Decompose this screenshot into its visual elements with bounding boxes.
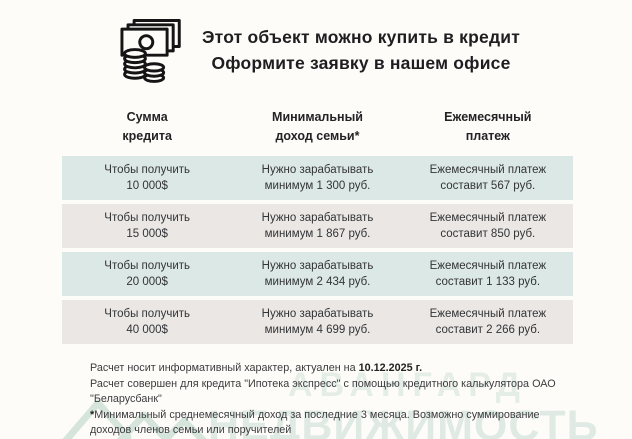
credit-amount-cell: Чтобы получить 20 000$	[104, 260, 191, 288]
table-row: Чтобы получить 20 000$ Нужно зарабатыват…	[62, 252, 573, 296]
income-cell: Нужно зарабатывать минимум 2 434 руб.	[261, 260, 374, 288]
income-cell: Нужно зарабатывать минимум 1 300 руб.	[261, 164, 374, 192]
table-row: Чтобы получить 15 000$ Нужно зарабатыват…	[62, 204, 573, 248]
income-cell: Нужно зарабатывать минимум 4 699 руб.	[261, 308, 374, 336]
column-header-credit-sum: Сумма кредита	[122, 110, 172, 143]
footnote-income-note-text: Минимальный среднемесячный доход за посл…	[90, 408, 540, 437]
payment-cell: Ежемесячный платеж составит 850 руб.	[429, 212, 547, 240]
column-header-min-income: Минимальный доход семьи*	[272, 110, 363, 143]
page-title: Этот объект можно купить в кредит Оформи…	[202, 27, 520, 73]
money-banknotes-coins-icon	[112, 17, 184, 83]
footnote-calculator: Расчет совершен для кредита "Ипотека экс…	[90, 377, 556, 406]
credit-table: Сумма кредита Минимальный доход семьи* Е…	[62, 108, 573, 348]
header: Этот объект можно купить в кредит Оформи…	[0, 14, 632, 86]
credit-amount-cell: Чтобы получить 15 000$	[104, 212, 191, 240]
income-cell: Нужно зарабатывать минимум 1 867 руб.	[261, 212, 374, 240]
footnote-validity-date: 10.12.2025 г.	[358, 362, 423, 374]
footnotes: Расчет носит информативный характер, акт…	[90, 361, 568, 439]
footnote-validity: Расчет носит информативный характер, акт…	[90, 361, 568, 377]
payment-cell: Ежемесячный платеж составит 1 133 руб.	[429, 260, 547, 288]
table-row: Чтобы получить 40 000$ Нужно зарабатыват…	[62, 300, 573, 344]
table-header: Сумма кредита Минимальный доход семьи* Е…	[62, 108, 573, 146]
footnote-income-note: *Минимальный среднемесячный доход за пос…	[90, 408, 568, 439]
payment-cell: Ежемесячный платеж составит 2 266 руб.	[429, 308, 547, 336]
column-header-monthly-payment: Ежемесячный платеж	[444, 110, 532, 143]
footnote-validity-text: Расчет носит информативный характер, акт…	[90, 362, 359, 374]
table-row: Чтобы получить 10 000$ Нужно зарабатыват…	[62, 156, 573, 200]
credit-amount-cell: Чтобы получить 10 000$	[104, 164, 191, 192]
credit-amount-cell: Чтобы получить 40 000$	[104, 308, 191, 336]
payment-cell: Ежемесячный платеж составит 567 руб.	[429, 164, 547, 192]
